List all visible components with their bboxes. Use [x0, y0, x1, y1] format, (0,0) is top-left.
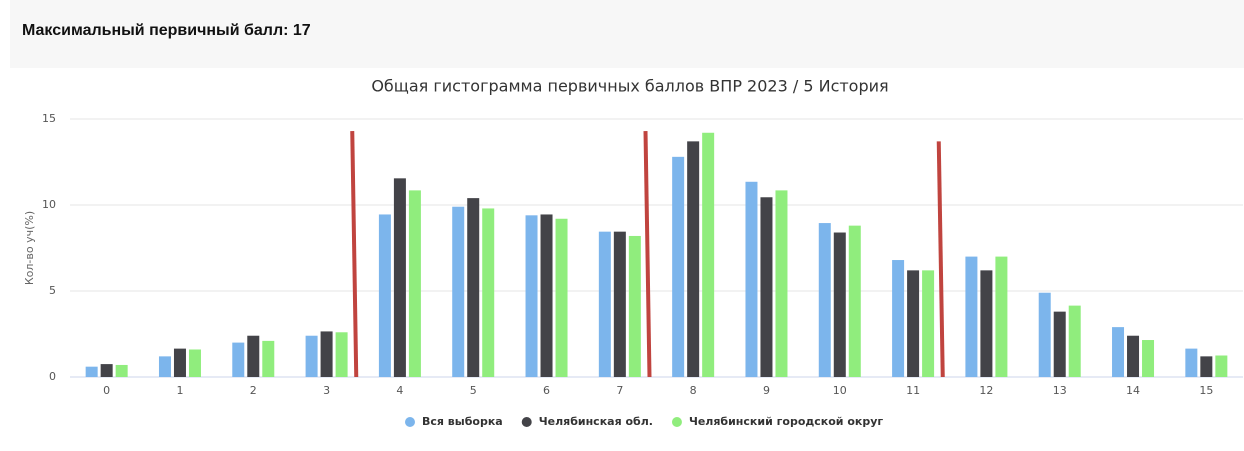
bar [247, 335, 260, 377]
legend-marker [405, 417, 415, 427]
bar [745, 181, 758, 377]
threshold-line [350, 131, 359, 378]
legend-label: Челябинский городской округ [689, 415, 883, 428]
x-tick-label: 13 [1053, 384, 1067, 397]
bar [467, 198, 480, 377]
bar [320, 331, 333, 377]
bar [907, 270, 920, 377]
header-text: Максимальный первичный балл: 17 [22, 22, 311, 39]
bar [818, 223, 831, 377]
y-tick-label: 10 [42, 198, 56, 211]
bar [702, 132, 715, 377]
bar [1068, 305, 1081, 377]
bar [378, 214, 391, 377]
x-tick-label: 4 [396, 384, 403, 397]
header-bar: Максимальный первичный балл: 17 [10, 0, 1244, 68]
bar [452, 206, 465, 377]
bar [188, 349, 201, 377]
bar [980, 270, 993, 377]
bar [833, 232, 846, 377]
bar [848, 225, 861, 377]
x-tick-label: 0 [103, 384, 110, 397]
bar [408, 190, 421, 377]
y-tick-label: 15 [42, 112, 56, 125]
x-tick-label: 2 [250, 384, 257, 397]
x-tick-label: 12 [979, 384, 993, 397]
bar [628, 235, 641, 377]
x-tick-label: 1 [176, 384, 183, 397]
x-tick-label: 8 [690, 384, 697, 397]
bar [1200, 356, 1213, 377]
bar [482, 208, 495, 377]
x-tick-label: 15 [1199, 384, 1213, 397]
bar [1127, 335, 1140, 377]
bar [1185, 348, 1198, 377]
bar [1112, 327, 1125, 377]
legend-marker [671, 417, 682, 427]
bar [1038, 292, 1051, 377]
bar [173, 348, 186, 377]
bar [1142, 340, 1155, 377]
bar [158, 356, 171, 377]
bar [85, 366, 98, 377]
bar [232, 342, 245, 377]
bar [995, 256, 1008, 377]
x-tick-label: 10 [833, 384, 847, 397]
bar [598, 231, 611, 377]
x-tick-label: 7 [616, 384, 623, 397]
bar [262, 340, 275, 377]
bar [760, 197, 773, 377]
x-tick-label: 6 [543, 384, 550, 397]
bar [922, 270, 935, 377]
threshold-line [643, 131, 652, 378]
y-tick-label: 5 [49, 284, 56, 297]
chart-title: Общая гистограмма первичных баллов ВПР 2… [371, 77, 888, 96]
y-axis-label: Кол-во уч(%) [23, 211, 36, 285]
bar [115, 364, 128, 377]
bar [305, 335, 318, 377]
bar [613, 231, 626, 377]
bar [525, 215, 538, 377]
x-tick-label: 14 [1126, 384, 1140, 397]
bar [393, 178, 406, 377]
legend-marker [521, 417, 532, 427]
bar [775, 190, 788, 377]
x-tick-label: 5 [470, 384, 477, 397]
bar [1215, 355, 1228, 377]
bar [672, 156, 685, 377]
bar [892, 260, 905, 377]
bar [1053, 311, 1066, 377]
legend-label: Вся выборка [422, 415, 503, 428]
bar [965, 256, 978, 377]
bar [100, 364, 113, 377]
x-tick-label: 3 [323, 384, 330, 397]
bar [687, 141, 700, 377]
bar [540, 214, 553, 377]
bar [555, 218, 568, 377]
x-tick-label: 11 [906, 384, 920, 397]
bar [335, 332, 348, 377]
x-tick-label: 9 [763, 384, 770, 397]
threshold-line [936, 141, 945, 378]
legend-label: Челябинская обл. [539, 415, 653, 428]
y-tick-label: 0 [49, 370, 56, 383]
